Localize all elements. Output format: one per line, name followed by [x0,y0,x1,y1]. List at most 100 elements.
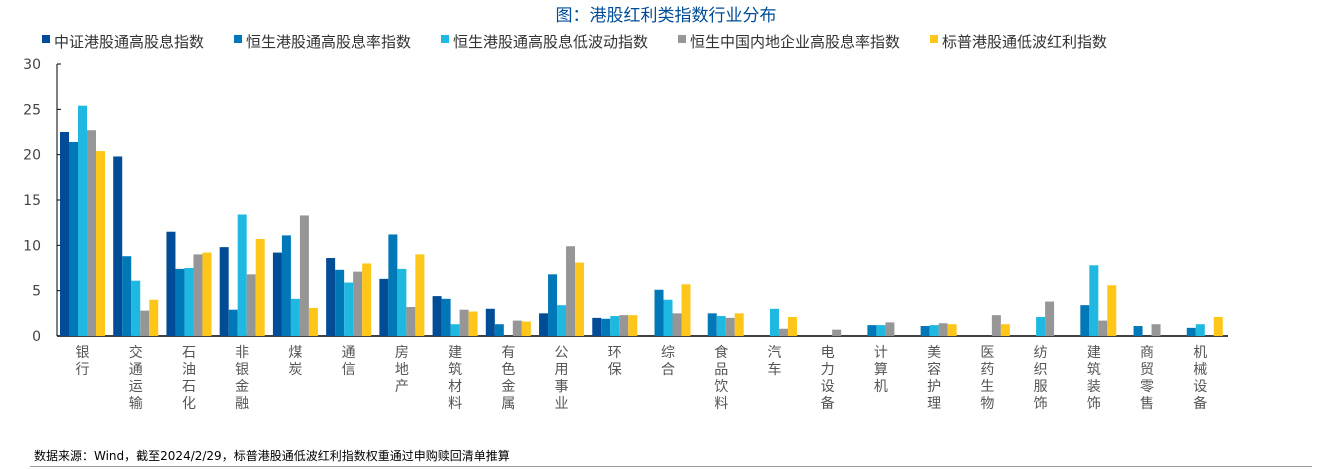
x-tick-label: 服 [1034,379,1048,395]
bar [548,274,558,336]
bar [947,324,957,336]
x-tick-label: 非 [235,345,249,361]
x-tick-label: 产 [395,379,409,395]
x-tick-label: 有 [501,345,515,361]
x-tick-label: 交 [129,344,143,361]
x-tick-label: 算 [874,362,888,378]
bar [228,309,238,336]
x-tick-label: 零 [1140,379,1154,395]
x-tick-label: 建 [448,345,462,361]
bar [78,105,87,336]
bar [539,313,549,336]
x-tick-label: 通 [129,362,143,378]
bar [575,262,585,336]
x-tick-label: 饰 [1034,396,1048,412]
x-tick-label: 地 [395,362,409,378]
bar [281,235,291,336]
x-tick-label: 设 [821,379,835,395]
x-tick-label: 化 [182,396,196,412]
y-tick-label: 5 [32,284,41,300]
bar [184,268,194,336]
x-tick-label: 石 [182,379,196,395]
x-tick-label: 融 [235,396,249,412]
x-tick-label: 通 [342,345,356,361]
bar [1151,324,1161,336]
x-tick-label: 运 [129,379,143,395]
bar [601,318,611,336]
bar [654,289,664,336]
x-tick-label: 机 [874,379,888,395]
x-tick-label: 输 [129,396,143,412]
x-tick-label: 设 [1193,379,1207,395]
bar [96,151,105,336]
bar [716,316,726,336]
x-tick-label: 物 [980,396,994,412]
bar [1213,316,1223,336]
x-tick-label: 理 [927,396,941,412]
x-tick-label: 行 [76,362,90,378]
x-tick-label: 食 [714,344,728,361]
bar [991,315,1001,336]
bar [1098,320,1108,336]
bar [1195,324,1205,336]
bar [344,282,354,336]
x-tick-label: 油 [182,362,196,378]
x-tick-label: 建 [1087,345,1101,361]
x-tick-label: 机 [1193,345,1207,361]
bar [87,130,96,336]
bar [832,329,842,336]
bar [663,299,673,336]
bar [485,308,495,336]
bar [450,324,460,336]
x-tick-label: 售 [1140,396,1154,412]
bar [237,214,247,336]
x-tick-label: 合 [661,362,675,378]
bar [769,308,779,336]
x-tick-label: 贸 [1140,362,1154,378]
x-tick-label: 银 [76,345,90,361]
bar [1186,327,1196,336]
x-tick-label: 筑 [448,362,462,378]
source-note: 数据来源：Wind，截至2024/2/29，标普港股通低波红利指数权重通过申购赎… [34,449,510,463]
bar [441,298,451,336]
x-tick-label: 银 [235,362,249,378]
bar [202,252,212,336]
x-tick-label: 煤 [288,345,302,361]
x-tick-label: 电 [821,345,835,361]
y-tick-label: 20 [23,148,41,164]
x-tick-label: 事 [555,379,569,395]
bar [397,268,407,336]
bar [938,323,948,336]
bar [432,296,442,336]
x-tick-label: 纺 [1034,345,1048,361]
x-tick-label: 炭 [288,362,302,378]
bar [1036,316,1046,336]
x-tick-label: 金 [235,379,249,395]
bar [619,315,629,336]
x-tick-label: 饮 [714,379,728,395]
divider [30,466,1312,467]
bar [672,313,682,336]
bar [388,234,398,336]
bar [415,254,425,336]
bar [308,307,318,336]
bar [885,322,895,336]
legend-swatch [678,35,686,43]
bar [787,316,797,336]
legend-swatch [930,35,938,43]
x-tick-label: 车 [767,361,781,378]
x-tick-label: 保 [608,362,622,378]
x-tick-label: 装 [1087,379,1101,395]
bar [1045,301,1055,336]
bar [876,325,886,336]
bar [140,310,150,336]
bar [920,326,930,336]
bar [566,246,576,336]
x-tick-label: 护 [927,379,941,395]
x-tick-label: 料 [448,396,462,412]
bar [867,325,877,336]
bar [1080,305,1090,336]
bar [406,306,416,336]
x-tick-label: 生 [980,379,994,395]
